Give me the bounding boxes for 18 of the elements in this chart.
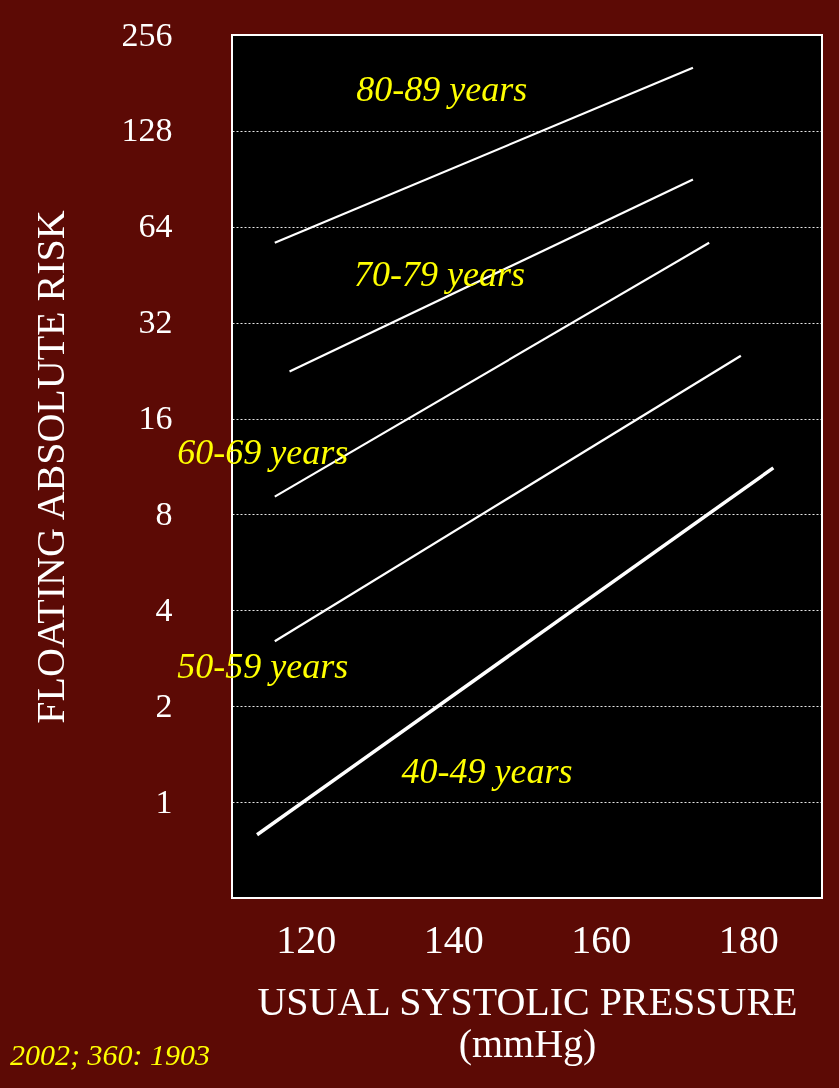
x-tick-label: 120	[276, 916, 337, 962]
text: 2002; 360: 1903	[10, 1038, 210, 1071]
y-tick-label: 2	[155, 686, 173, 724]
x-tick-label: 180	[718, 916, 779, 962]
y-tick-label: 16	[138, 399, 173, 437]
y-tick-label: 8	[155, 494, 173, 532]
series-label: 40-49 years	[401, 750, 573, 791]
y-tick-label: 256	[121, 15, 173, 53]
x-axis-title: USUAL SYSTOLIC PRESSURE (mmHg)	[257, 978, 798, 1066]
series-label: 80-89 years	[356, 68, 528, 109]
y-tick-label: 32	[138, 303, 173, 341]
x-tick-label: 160	[571, 916, 632, 962]
y-axis-title: FLOATING ABSOLUTE RISK	[27, 210, 73, 724]
y-tick-label: 128	[121, 111, 173, 149]
y-tick-label: 64	[138, 207, 173, 245]
y-tick-label: 4	[155, 590, 173, 628]
y-tick-label: 1	[155, 782, 173, 820]
x-tick-label: 140	[423, 916, 484, 962]
